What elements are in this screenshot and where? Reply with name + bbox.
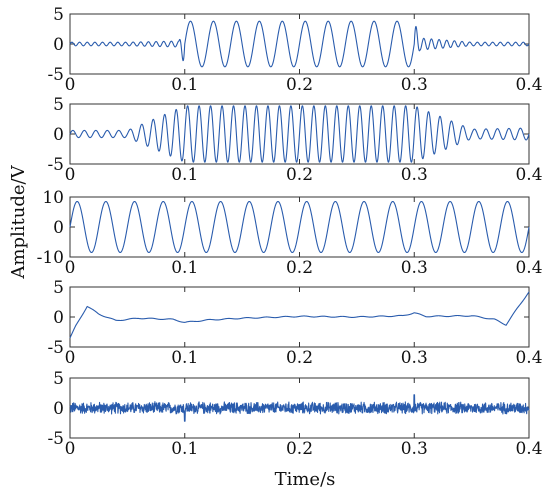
y-tick-label: 0 — [53, 218, 64, 238]
subplot-1: 0 0.1 0.2 0.3 0.450-5 — [47, 5, 542, 95]
x-tick-label: 0.1 — [171, 165, 198, 185]
x-tick-label: 0.1 — [171, 75, 198, 95]
x-tick-label: 0 — [65, 439, 76, 459]
x-tick-label: 0 — [65, 258, 76, 278]
subplot-5: 0 0.1 0.2 0.3 0.450-5 — [47, 369, 542, 459]
y-tick-label: 5 — [53, 278, 64, 298]
y-tick-label: -5 — [47, 338, 64, 358]
y-tick-label: 5 — [53, 5, 64, 25]
y-tick-label: 10 — [42, 188, 64, 208]
x-tick-label: 0.2 — [286, 165, 313, 185]
x-tick-label: 0.2 — [286, 348, 313, 368]
x-tick-label: 0.4 — [515, 165, 542, 185]
x-tick-label: 0.4 — [515, 439, 542, 459]
x-tick-label: 0.4 — [515, 75, 542, 95]
x-tick-label: 0.2 — [286, 439, 313, 459]
x-tick-label: 0 — [65, 348, 76, 368]
x-tick-label: 0.1 — [171, 439, 198, 459]
x-axis-label: Time/s — [275, 469, 336, 490]
subplots: 0 0.1 0.2 0.3 0.450-50 0.1 0.2 0.3 0.450-50 0.1 0.… — [37, 5, 543, 459]
subplot-2: 0 0.1 0.2 0.3 0.450-5 — [47, 95, 542, 185]
x-tick-label: 0.1 — [171, 258, 198, 278]
y-tick-label: 0 — [53, 125, 64, 145]
signal-line — [69, 105, 530, 163]
x-tick-label: 0.3 — [401, 439, 428, 459]
x-tick-label: 0.3 — [401, 258, 428, 278]
y-tick-label: 0 — [53, 399, 64, 419]
signal-line — [69, 291, 530, 339]
signal-line — [69, 394, 530, 422]
x-tick-label: 0.1 — [171, 348, 198, 368]
x-tick-label: 0 — [65, 165, 76, 185]
y-tick-label: -5 — [47, 65, 64, 85]
y-axis-label: Amplitude/V — [8, 164, 29, 279]
y-tick-label: 0 — [53, 308, 64, 328]
signal-line — [69, 20, 530, 68]
x-tick-label: 0.3 — [401, 348, 428, 368]
x-tick-label: 0 — [65, 75, 76, 95]
y-tick-label: -10 — [37, 248, 64, 268]
x-tick-label: 0.4 — [515, 348, 542, 368]
x-tick-label: 0.2 — [286, 258, 313, 278]
y-tick-label: 5 — [53, 369, 64, 389]
signal-line — [69, 200, 530, 254]
y-tick-label: 0 — [53, 35, 64, 55]
y-tick-label: -5 — [47, 155, 64, 175]
y-tick-label: -5 — [47, 429, 64, 449]
x-tick-label: 0.4 — [515, 258, 542, 278]
plot-frame — [69, 286, 530, 348]
y-tick-label: 5 — [53, 95, 64, 115]
x-tick-label: 0.3 — [401, 165, 428, 185]
x-tick-label: 0.3 — [401, 75, 428, 95]
subplot-4: 0 0.1 0.2 0.3 0.450-5 — [47, 278, 542, 368]
x-tick-label: 0.2 — [286, 75, 313, 95]
